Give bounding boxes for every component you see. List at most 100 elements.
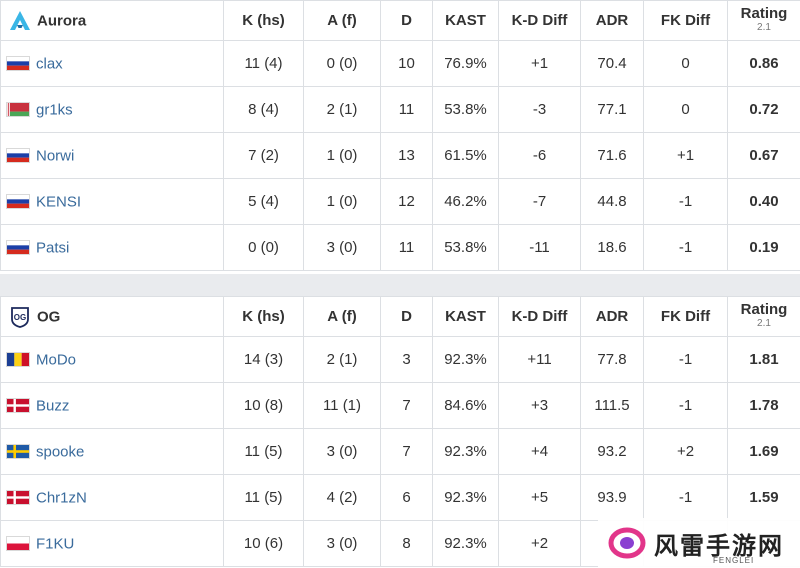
adr-header[interactable]: ADR <box>580 296 644 337</box>
kd-diff-cell: +5 <box>498 474 581 521</box>
kills-header[interactable]: K (hs) <box>223 0 304 41</box>
kast-cell: 92.3% <box>432 474 499 521</box>
fk-diff-cell: -1 <box>643 474 728 521</box>
kast-cell: 46.2% <box>432 178 499 225</box>
assists-cell: 0 (0) <box>303 40 381 87</box>
team-header-cell: Aurora <box>0 0 224 41</box>
kills-cell: 10 (6) <box>223 520 304 567</box>
table-row: Buzz 10 (8) 11 (1) 7 84.6% +3 111.5 -1 1.78 <box>0 382 800 429</box>
kd-diff-cell: -7 <box>498 178 581 225</box>
assists-cell: 11 (1) <box>303 382 381 429</box>
rating-version-label: 2.1 <box>757 317 771 329</box>
player-name-link[interactable]: Patsi <box>36 239 70 257</box>
fenglei-logo-icon <box>608 527 646 559</box>
kd-diff-cell: +2 <box>498 520 581 567</box>
kd-diff-cell: -3 <box>498 86 581 133</box>
deaths-cell: 11 <box>380 224 433 271</box>
kills-header[interactable]: K (hs) <box>223 296 304 337</box>
assists-header[interactable]: A (f) <box>303 296 381 337</box>
og-logo-icon[interactable]: OG <box>9 306 31 328</box>
rating-version-label: 2.1 <box>757 21 771 33</box>
assists-cell: 2 (1) <box>303 336 381 383</box>
player-name-link[interactable]: Buzz <box>36 397 70 415</box>
fk-diff-header[interactable]: FK Diff <box>643 0 728 41</box>
adr-header[interactable]: ADR <box>580 0 644 41</box>
deaths-cell: 3 <box>380 336 433 383</box>
team-header-cell: OG OG <box>0 296 224 337</box>
player-name-link[interactable]: gr1ks <box>36 101 73 119</box>
kast-cell: 53.8% <box>432 224 499 271</box>
player-name-link[interactable]: Chr1zN <box>36 489 87 507</box>
aurora-logo-icon[interactable] <box>9 10 31 32</box>
team-name[interactable]: OG <box>37 308 61 325</box>
table-row: MoDo 14 (3) 2 (1) 3 92.3% +11 77.8 -1 1.81 <box>0 336 800 383</box>
adr-cell: 77.8 <box>580 336 644 383</box>
rating-cell: 0.86 <box>727 40 800 87</box>
adr-cell: 70.4 <box>580 40 644 87</box>
fk-diff-cell: -1 <box>643 336 728 383</box>
table-row: KENSI 5 (4) 1 (0) 12 46.2% -7 44.8 -1 0.40 <box>0 178 800 225</box>
adr-cell: 18.6 <box>580 224 644 271</box>
player-cell: KENSI <box>0 178 224 225</box>
rating-header[interactable]: Rating 2.1 <box>727 0 800 41</box>
kast-header[interactable]: KAST <box>432 0 499 41</box>
team-stats-table: Aurora K (hs) A (f) D KAST K-D Diff ADR FK Diff… <box>0 0 800 271</box>
assists-cell: 1 (0) <box>303 178 381 225</box>
table-header-row: Aurora K (hs) A (f) D KAST K-D Diff ADR FK Diff… <box>0 0 800 41</box>
denmark-flag-icon <box>7 399 29 413</box>
kast-header[interactable]: KAST <box>432 296 499 337</box>
fk-diff-cell: -1 <box>643 382 728 429</box>
fk-diff-cell: +2 <box>643 428 728 475</box>
fk-diff-cell: +1 <box>643 132 728 179</box>
russia-flag-icon <box>7 195 29 209</box>
kd-diff-cell: +1 <box>498 40 581 87</box>
kills-cell: 7 (2) <box>223 132 304 179</box>
player-name-link[interactable]: MoDo <box>36 351 77 369</box>
team-og-block: OG OG K (hs) A (f) D KAST K-D Diff ADR FK Diff Ra… <box>0 296 800 567</box>
table-row: gr1ks 8 (4) 2 (1) 11 53.8% -3 77.1 0 0.72 <box>0 86 800 133</box>
rating-cell: 1.59 <box>727 474 800 521</box>
team-name[interactable]: Aurora <box>37 12 87 29</box>
rating-cell: 0.40 <box>727 178 800 225</box>
sweden-flag-icon <box>7 445 29 459</box>
fk-diff-cell: -1 <box>643 178 728 225</box>
adr-cell: 71.6 <box>580 132 644 179</box>
table-row: clax 11 (4) 0 (0) 10 76.9% +1 70.4 0 0.86 <box>0 40 800 87</box>
fk-diff-cell: -1 <box>643 224 728 271</box>
kd-diff-header[interactable]: K-D Diff <box>498 296 581 337</box>
deaths-cell: 7 <box>380 428 433 475</box>
assists-cell: 3 (0) <box>303 224 381 271</box>
kills-cell: 11 (4) <box>223 40 304 87</box>
player-name-link[interactable]: F1KU <box>36 535 75 553</box>
rating-cell: 0.72 <box>727 86 800 133</box>
table-row: Norwi 7 (2) 1 (0) 13 61.5% -6 71.6 +1 0.67 <box>0 132 800 179</box>
adr-cell: 44.8 <box>580 178 644 225</box>
rating-cell: 1.69 <box>727 428 800 475</box>
player-name-link[interactable]: spooke <box>36 443 85 461</box>
belarus-flag-icon <box>7 103 29 117</box>
watermark: 风雷手游网 FENGLEI <box>598 518 800 568</box>
assists-header[interactable]: A (f) <box>303 0 381 41</box>
rating-header[interactable]: Rating 2.1 <box>727 296 800 337</box>
rating-header-label: Rating <box>740 300 788 318</box>
kast-cell: 53.8% <box>432 86 499 133</box>
deaths-cell: 13 <box>380 132 433 179</box>
player-cell: MoDo <box>0 336 224 383</box>
kast-cell: 76.9% <box>432 40 499 87</box>
deaths-header[interactable]: D <box>380 0 433 41</box>
deaths-header[interactable]: D <box>380 296 433 337</box>
fk-diff-header[interactable]: FK Diff <box>643 296 728 337</box>
adr-cell: 93.9 <box>580 474 644 521</box>
player-name-link[interactable]: clax <box>36 55 63 73</box>
kd-diff-header[interactable]: K-D Diff <box>498 0 581 41</box>
player-cell: F1KU <box>0 520 224 567</box>
deaths-cell: 7 <box>380 382 433 429</box>
kd-diff-cell: +4 <box>498 428 581 475</box>
player-name-link[interactable]: KENSI <box>36 193 82 211</box>
kills-cell: 0 (0) <box>223 224 304 271</box>
assists-cell: 4 (2) <box>303 474 381 521</box>
kills-cell: 11 (5) <box>223 474 304 521</box>
kast-cell: 92.3% <box>432 520 499 567</box>
team-aurora-block: Aurora K (hs) A (f) D KAST K-D Diff ADR FK Diff… <box>0 0 800 271</box>
player-name-link[interactable]: Norwi <box>36 147 75 165</box>
